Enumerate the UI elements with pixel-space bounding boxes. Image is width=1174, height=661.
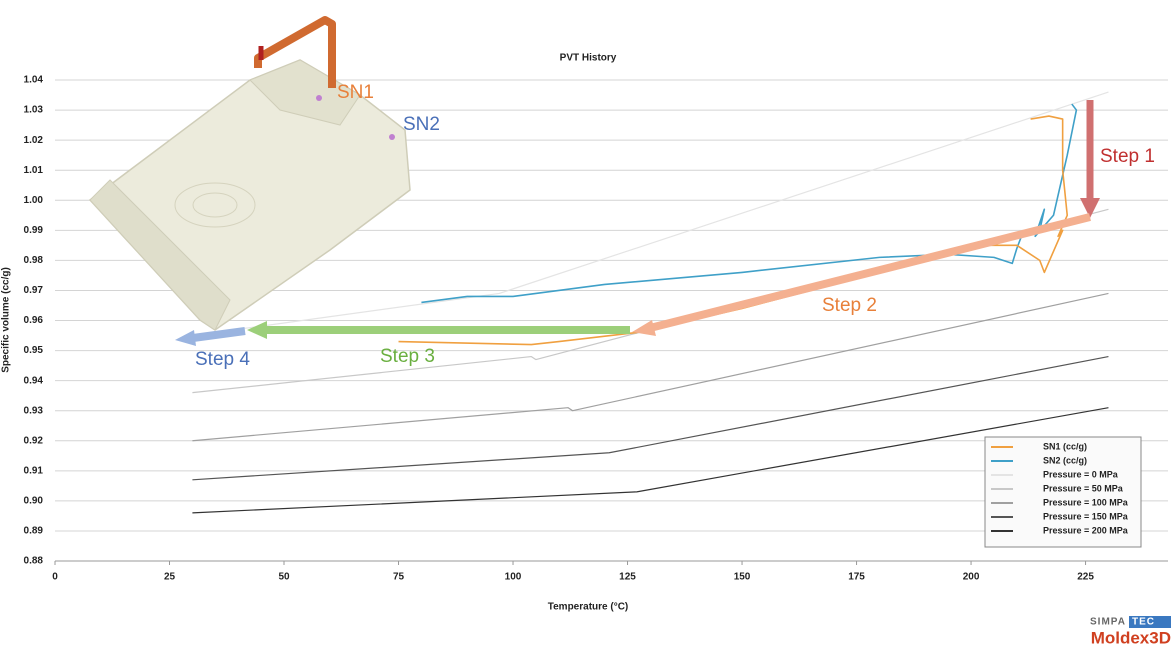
y-tick-label: 0.95 — [24, 345, 44, 356]
y-tick-label: 0.90 — [24, 496, 44, 507]
x-tick-label: 125 — [619, 572, 636, 583]
series-line — [398, 115, 1069, 346]
y-tick-label: 0.92 — [24, 435, 44, 446]
legend-label: SN2 (cc/g) — [1043, 455, 1087, 465]
y-tick-label: 1.04 — [24, 75, 44, 86]
y-tick-label: 0.88 — [24, 556, 44, 567]
y-tick-label: 1.02 — [24, 135, 44, 146]
y-axis-label: Specific volume (cc/g) — [1, 267, 12, 373]
legend-label: Pressure = 200 MPa — [1043, 525, 1129, 535]
legend-box — [984, 436, 1142, 548]
series-line — [421, 103, 1078, 304]
step-label: Step 2 — [822, 295, 877, 316]
y-tick-label: 0.89 — [24, 526, 44, 537]
x-tick-label: 175 — [848, 572, 865, 583]
y-tick-label: 0.97 — [24, 285, 44, 296]
x-tick-label: 225 — [1077, 572, 1094, 583]
part-illustration — [88, 16, 411, 331]
brand-simpa: SIMPA — [1090, 617, 1126, 628]
brand-tec: TEC — [1132, 617, 1155, 628]
x-tick-label: 200 — [963, 572, 980, 583]
x-tick-label: 0 — [52, 572, 58, 583]
y-tick-label: 0.93 — [24, 405, 44, 416]
sn1-label: SN1 — [337, 82, 374, 103]
x-tick-label: 75 — [393, 572, 405, 583]
y-tick-label: 1.01 — [24, 165, 44, 176]
brand-box — [1129, 616, 1171, 628]
y-tick-label: 1.00 — [24, 195, 44, 206]
x-tick-label: 25 — [164, 572, 176, 583]
brand-moldex: Moldex3D — [1091, 628, 1171, 647]
legend-label: Pressure = 50 MPa — [1043, 483, 1124, 493]
legend-label: SN1 (cc/g) — [1043, 441, 1087, 451]
y-tick-label: 0.94 — [24, 375, 44, 386]
y-tick-label: 0.91 — [24, 465, 44, 476]
step-label: Step 4 — [195, 349, 250, 370]
legend-label: Pressure = 100 MPa — [1043, 497, 1129, 507]
step-label: Step 1 — [1100, 146, 1155, 167]
legend-label: Pressure = 0 MPa — [1043, 469, 1119, 479]
series-line — [192, 355, 1109, 481]
legend-label: Pressure = 150 MPa — [1043, 511, 1129, 521]
branding: SIMPA TEC Moldex3D — [1090, 616, 1171, 647]
y-tick-label: 0.96 — [24, 315, 44, 326]
step-label: Step 3 — [380, 346, 435, 367]
x-tick-label: 100 — [505, 572, 522, 583]
series-line — [192, 407, 1109, 514]
y-tick-label: 1.03 — [24, 105, 44, 116]
sn2-label: SN2 — [403, 114, 440, 135]
chart-title: PVT History — [560, 53, 617, 64]
y-tick-label: 0.98 — [24, 255, 44, 266]
x-axis-label: Temperature (°C) — [548, 602, 629, 613]
x-tick-label: 50 — [278, 572, 290, 583]
series-line — [192, 91, 1109, 337]
x-tick-label: 150 — [734, 572, 751, 583]
y-tick-label: 0.99 — [24, 225, 44, 236]
step-arrows — [175, 100, 1100, 346]
series-line — [192, 292, 1109, 442]
